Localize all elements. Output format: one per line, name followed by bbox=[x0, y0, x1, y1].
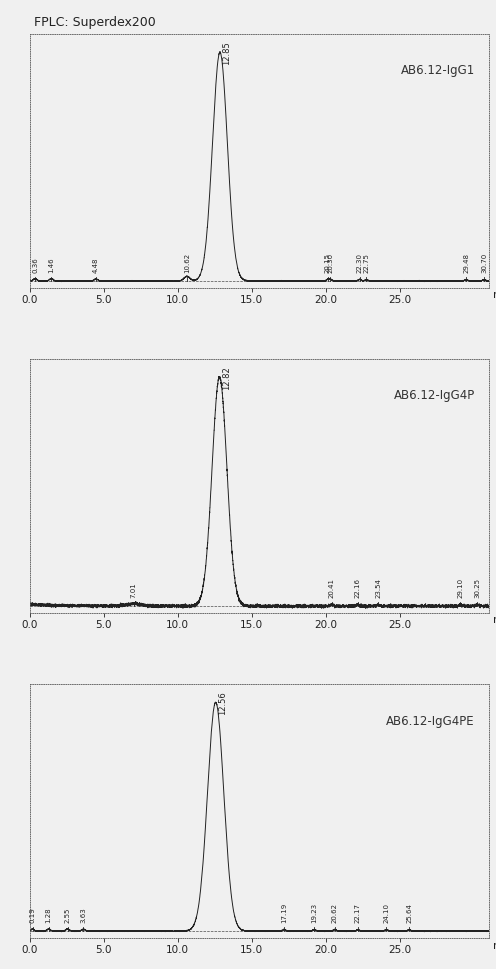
Text: 7.01: 7.01 bbox=[130, 582, 136, 598]
Text: 29.48: 29.48 bbox=[463, 253, 469, 272]
Text: 20.41: 20.41 bbox=[329, 578, 335, 598]
Text: 12.85: 12.85 bbox=[222, 42, 231, 65]
Text: 22.30: 22.30 bbox=[357, 253, 363, 272]
Text: 22.16: 22.16 bbox=[355, 578, 361, 598]
Text: 20.62: 20.62 bbox=[332, 903, 338, 922]
Text: ml: ml bbox=[493, 615, 496, 625]
Text: 20.30: 20.30 bbox=[327, 253, 333, 272]
Text: 29.10: 29.10 bbox=[457, 578, 463, 598]
Text: AB6.12-IgG4PE: AB6.12-IgG4PE bbox=[386, 714, 475, 728]
Text: 1.46: 1.46 bbox=[49, 257, 55, 272]
Text: 10.62: 10.62 bbox=[184, 253, 190, 272]
Text: 3.63: 3.63 bbox=[80, 907, 86, 922]
Text: ml: ml bbox=[493, 941, 496, 951]
Text: 30.25: 30.25 bbox=[475, 578, 481, 598]
Text: FPLC: Superdex200: FPLC: Superdex200 bbox=[34, 16, 156, 29]
Text: ml: ml bbox=[493, 291, 496, 300]
Text: 23.54: 23.54 bbox=[375, 578, 381, 598]
Text: 0.19: 0.19 bbox=[30, 907, 36, 922]
Text: AB6.12-IgG1: AB6.12-IgG1 bbox=[401, 64, 475, 78]
Text: AB6.12-IgG4P: AB6.12-IgG4P bbox=[393, 390, 475, 402]
Text: 22.75: 22.75 bbox=[364, 253, 370, 272]
Text: 12.56: 12.56 bbox=[218, 692, 227, 715]
Text: 25.64: 25.64 bbox=[406, 903, 412, 922]
Text: 4.48: 4.48 bbox=[93, 257, 99, 272]
Text: 17.19: 17.19 bbox=[281, 902, 287, 922]
Text: 24.10: 24.10 bbox=[383, 903, 389, 922]
Text: 30.70: 30.70 bbox=[481, 252, 487, 272]
Text: 19.23: 19.23 bbox=[311, 903, 317, 922]
Text: 20.15: 20.15 bbox=[325, 253, 331, 272]
Text: 1.28: 1.28 bbox=[46, 907, 52, 922]
Text: 12.82: 12.82 bbox=[222, 366, 231, 391]
Text: 22.17: 22.17 bbox=[355, 903, 361, 922]
Text: 2.55: 2.55 bbox=[64, 907, 70, 922]
Text: 0.36: 0.36 bbox=[32, 257, 38, 272]
